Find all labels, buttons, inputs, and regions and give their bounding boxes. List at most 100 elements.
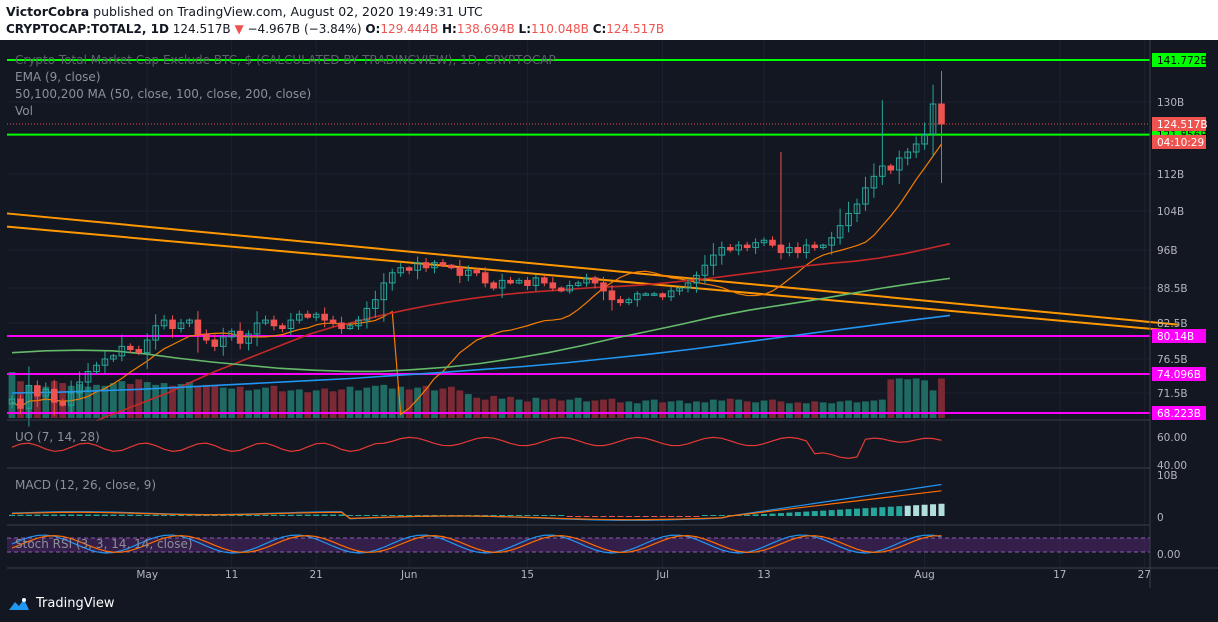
candle[interactable] — [769, 236, 776, 248]
candle[interactable] — [228, 328, 235, 341]
candle[interactable] — [8, 394, 16, 409]
candle[interactable] — [921, 122, 928, 150]
candle[interactable] — [152, 314, 159, 350]
uo-legend[interactable]: UO (7, 14, 28) — [15, 430, 100, 444]
candle[interactable] — [524, 277, 531, 290]
candle[interactable] — [541, 274, 548, 287]
candles[interactable] — [8, 70, 945, 427]
candle[interactable] — [895, 150, 903, 185]
candle[interactable] — [422, 257, 430, 272]
candle[interactable] — [76, 371, 83, 398]
candle[interactable] — [380, 273, 388, 322]
candle[interactable] — [270, 315, 278, 331]
candle[interactable] — [879, 100, 886, 185]
candle[interactable] — [811, 241, 819, 251]
candle[interactable] — [777, 152, 785, 260]
candle[interactable] — [667, 286, 675, 302]
candle[interactable] — [84, 363, 92, 392]
candle[interactable] — [507, 276, 514, 285]
candle[interactable] — [93, 361, 100, 375]
trendlines[interactable] — [6, 212, 1179, 333]
candle[interactable] — [819, 243, 827, 250]
candle[interactable] — [25, 366, 33, 427]
price-chart[interactable]: Crypto Total Market Cap Exclude BTC, $ (… — [0, 40, 1218, 588]
time-axis[interactable]: May 11 21 Jun 15 Jul 13 Aug 17 27 — [136, 569, 1151, 581]
candle[interactable] — [870, 163, 878, 198]
candle[interactable] — [481, 267, 489, 288]
candle[interactable] — [177, 318, 185, 333]
candle[interactable] — [862, 176, 869, 211]
author-name[interactable]: VictorCobra — [6, 4, 90, 19]
candle[interactable] — [296, 310, 303, 324]
candle[interactable] — [684, 278, 692, 293]
candle[interactable] — [329, 315, 337, 327]
candle[interactable] — [448, 263, 455, 270]
candle[interactable] — [211, 334, 219, 352]
candle[interactable] — [262, 315, 269, 326]
candle[interactable] — [414, 256, 421, 280]
candle[interactable] — [650, 291, 658, 297]
candle[interactable] — [583, 273, 590, 287]
candle[interactable] — [752, 238, 759, 255]
candle[interactable] — [338, 316, 345, 334]
candle[interactable] — [118, 334, 126, 362]
candle[interactable] — [42, 382, 50, 401]
macd-legend[interactable]: MACD (12, 26, close, 9) — [15, 478, 156, 492]
candle[interactable] — [143, 333, 151, 369]
candle[interactable] — [853, 198, 861, 222]
candle[interactable] — [17, 394, 24, 414]
candle[interactable] — [245, 330, 252, 351]
candle[interactable] — [388, 268, 396, 291]
trendline[interactable] — [6, 212, 1179, 326]
candle[interactable] — [625, 297, 633, 306]
candle[interactable] — [169, 315, 176, 338]
candle[interactable] — [101, 351, 109, 374]
candle[interactable] — [34, 380, 41, 407]
candle[interactable] — [355, 316, 362, 330]
candle[interactable] — [456, 259, 464, 284]
candle[interactable] — [887, 163, 895, 174]
candle[interactable] — [465, 265, 472, 282]
candle[interactable] — [828, 231, 835, 255]
candle[interactable] — [372, 290, 379, 318]
candle[interactable] — [59, 398, 67, 407]
candle[interactable] — [253, 311, 261, 347]
candle[interactable] — [532, 274, 540, 292]
candle[interactable] — [836, 208, 844, 245]
candle[interactable] — [794, 242, 802, 259]
candle[interactable] — [845, 201, 852, 233]
candle[interactable] — [718, 241, 726, 265]
candle[interactable] — [710, 243, 717, 276]
candle[interactable] — [760, 237, 768, 247]
candle[interactable] — [312, 311, 320, 321]
candle[interactable] — [321, 307, 328, 328]
candle[interactable] — [346, 322, 354, 330]
candle[interactable] — [279, 323, 286, 333]
candle[interactable] — [110, 353, 117, 362]
candle[interactable] — [50, 379, 58, 416]
candle[interactable] — [735, 240, 743, 256]
price-axis[interactable]: 130B 112B 104B 96B 88.5B 82.5B 76.5B 71.5B — [1157, 97, 1188, 400]
candle[interactable] — [363, 301, 371, 329]
candle[interactable] — [203, 329, 210, 344]
candle[interactable] — [904, 147, 912, 166]
candle[interactable] — [726, 244, 734, 253]
candle[interactable] — [617, 296, 624, 306]
candle[interactable] — [803, 238, 810, 259]
legend-vol[interactable]: Vol — [15, 104, 33, 118]
candle[interactable] — [600, 276, 607, 301]
candle[interactable] — [439, 258, 447, 268]
candle[interactable] — [490, 280, 497, 291]
candle[interactable] — [397, 263, 404, 277]
candle[interactable] — [608, 285, 616, 311]
candle[interactable] — [743, 241, 751, 252]
candle[interactable] — [566, 280, 574, 294]
candle[interactable] — [135, 345, 143, 356]
chart-area[interactable]: Crypto Total Market Cap Exclude BTC, $ (… — [0, 40, 1218, 588]
candle[interactable] — [591, 275, 599, 289]
stoch-legend[interactable]: Stoch RSI (3, 3, 14, 14, close) — [15, 537, 193, 551]
candle[interactable] — [405, 266, 413, 275]
candle[interactable] — [498, 273, 506, 299]
candle[interactable] — [912, 136, 920, 159]
candle[interactable] — [67, 380, 75, 413]
